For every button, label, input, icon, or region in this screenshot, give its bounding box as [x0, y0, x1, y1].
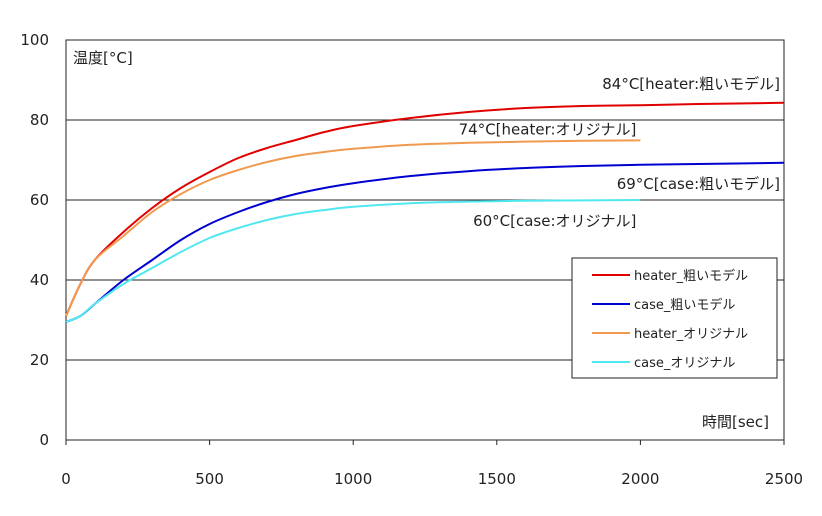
series-line-2 [65, 139, 641, 317]
x-tick-label: 1000 [334, 470, 372, 488]
y-axis-title: 温度[°C] [73, 49, 133, 67]
annotations: 84°C[heater:粗いモデル] 74°C[heater:オリジナル] 69°C… [459, 75, 780, 230]
legend-label: heater_オリジナル [634, 327, 748, 342]
series-line-0 [65, 101, 785, 317]
series-line-1 [65, 161, 785, 323]
y-tick-label: 40 [30, 271, 49, 289]
plot-area [65, 39, 785, 441]
series-line-3 [65, 199, 641, 323]
legend-label: case_粗いモデル [634, 297, 735, 313]
y-tick-label: 80 [30, 111, 49, 129]
x-tick-label: 0 [61, 470, 71, 488]
x-tick-label: 2500 [765, 470, 803, 488]
x-tick-label: 1500 [478, 470, 516, 488]
annotation-label: 84°C[heater:粗いモデル] [602, 75, 780, 93]
y-tick-label: 0 [39, 431, 49, 449]
legend-box [571, 257, 778, 379]
annotation-label: 74°C[heater:オリジナル] [459, 120, 637, 138]
y-tick-label: 20 [30, 351, 49, 369]
x-axis-title: 時間[sec] [702, 413, 769, 431]
legend-label: heater_粗いモデル [634, 268, 748, 284]
y-tick-label: 60 [30, 191, 49, 209]
y-tick-label: 100 [20, 31, 49, 49]
series-lines [65, 101, 785, 323]
legend-label: case_オリジナル [634, 356, 735, 371]
legend: heater_粗いモデル case_粗いモデル heater_オリジナル case_オ… [571, 257, 778, 379]
x-tick-label: 2000 [621, 470, 659, 488]
annotation-label: 60°C[case:オリジナル] [473, 212, 636, 230]
x-tick-label: 500 [195, 470, 224, 488]
annotation-label: 69°C[case:粗いモデル] [617, 175, 780, 193]
